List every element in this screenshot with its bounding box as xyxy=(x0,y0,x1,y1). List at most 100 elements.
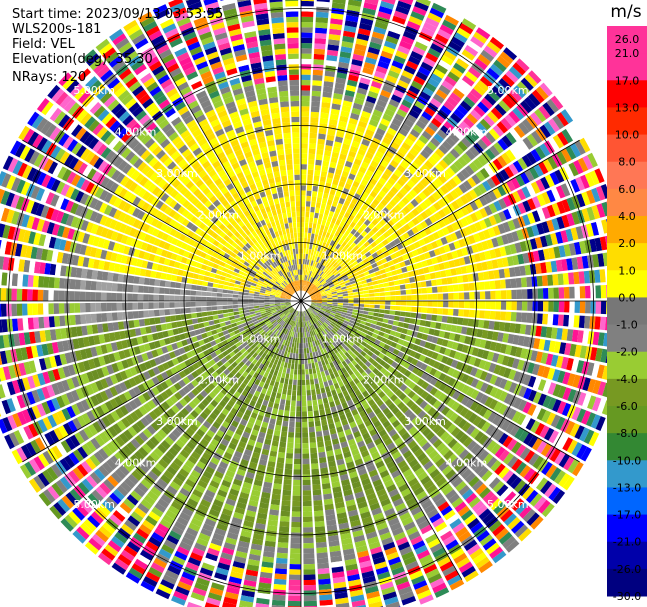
velocity-gate xyxy=(328,272,334,278)
velocity-gate xyxy=(498,198,507,210)
velocity-gate xyxy=(380,50,393,60)
velocity-gate xyxy=(399,248,407,256)
velocity-gate xyxy=(330,287,336,291)
velocity-gate xyxy=(303,600,317,607)
velocity-gate xyxy=(348,202,356,210)
velocity-gate xyxy=(390,291,396,296)
velocity-gate xyxy=(507,206,517,218)
velocity-gate xyxy=(580,446,592,462)
velocity-gate xyxy=(423,174,433,184)
velocity-gate xyxy=(317,446,325,453)
velocity-gate xyxy=(483,217,492,228)
velocity-gate xyxy=(583,270,590,284)
velocity-gate xyxy=(345,252,352,259)
velocity-gate xyxy=(338,197,345,205)
velocity-gate xyxy=(344,160,353,168)
velocity-gate xyxy=(491,352,500,363)
velocity-gate xyxy=(474,221,483,232)
velocity-gate xyxy=(313,272,317,279)
velocity-gate xyxy=(371,320,378,325)
velocity-gate xyxy=(388,25,403,35)
velocity-gate xyxy=(576,193,586,208)
velocity-gate xyxy=(364,199,372,207)
velocity-gate xyxy=(399,333,407,340)
velocity-gate xyxy=(277,542,289,549)
velocity-gate xyxy=(512,160,524,173)
velocity-gate xyxy=(322,282,328,287)
velocity-gate xyxy=(314,280,319,286)
velocity-gate xyxy=(301,11,314,17)
velocity-gate xyxy=(503,393,513,405)
velocity-gate xyxy=(273,430,281,437)
velocity-gate xyxy=(345,15,359,23)
velocity-gate xyxy=(359,215,367,223)
velocity-gate xyxy=(347,232,354,240)
velocity-gate xyxy=(456,171,466,182)
velocity-gate xyxy=(317,138,325,145)
velocity-gate xyxy=(348,322,354,327)
velocity-gate xyxy=(465,264,473,274)
velocity-gate xyxy=(527,93,541,107)
velocity-gate xyxy=(327,172,334,179)
velocity-gate xyxy=(301,90,310,96)
velocity-gate xyxy=(312,223,317,229)
velocity-gate xyxy=(416,332,424,339)
velocity-gate xyxy=(310,384,315,390)
velocity-gate xyxy=(391,118,402,127)
velocity-gate xyxy=(303,253,306,260)
velocity-gate xyxy=(357,234,364,241)
velocity-gate xyxy=(516,188,527,201)
velocity-gate xyxy=(309,283,314,289)
velocity-gate xyxy=(353,303,359,307)
velocity-gate xyxy=(405,306,412,312)
velocity-gate xyxy=(552,314,559,326)
velocity-gate xyxy=(437,286,443,293)
velocity-gate xyxy=(437,301,444,308)
velocity-gate xyxy=(477,138,488,151)
velocity-gate xyxy=(453,62,466,74)
velocity-gate xyxy=(371,226,379,234)
velocity-gate xyxy=(551,187,561,201)
velocity-gate xyxy=(312,74,323,81)
velocity-gate xyxy=(347,79,358,87)
velocity-gate xyxy=(524,324,532,336)
velocity-gate xyxy=(343,30,356,38)
velocity-gate xyxy=(292,353,296,359)
velocity-gate xyxy=(364,251,372,258)
velocity-gate xyxy=(485,301,491,310)
velocity-gate xyxy=(527,212,536,224)
velocity-gate xyxy=(516,301,523,311)
velocity-gate xyxy=(475,380,484,391)
velocity-gate xyxy=(367,215,375,223)
velocity-wedges xyxy=(0,0,628,607)
velocity-gate xyxy=(587,378,596,393)
velocity-gate xyxy=(403,223,411,232)
velocity-gate xyxy=(372,173,381,182)
velocity-gate xyxy=(433,222,442,231)
velocity-gate xyxy=(327,271,332,277)
velocity-gate xyxy=(408,324,415,330)
velocity-gate xyxy=(305,269,308,276)
velocity-gate xyxy=(411,217,420,226)
velocity-gate xyxy=(285,399,291,406)
velocity-gate xyxy=(393,237,401,245)
velocity-gate xyxy=(374,292,380,297)
velocity-gate xyxy=(406,114,417,124)
velocity-gate xyxy=(316,303,322,306)
velocity-gate xyxy=(535,263,542,274)
velocity-gate xyxy=(404,317,411,323)
velocity-gate xyxy=(305,379,310,386)
velocity-gate xyxy=(315,17,329,24)
velocity-gate xyxy=(532,405,542,419)
velocity-gate xyxy=(301,0,314,2)
velocity-gate xyxy=(431,314,438,322)
velocity-gate xyxy=(308,363,312,369)
velocity-gate xyxy=(437,293,444,300)
velocity-gate xyxy=(376,249,383,256)
velocity-gate xyxy=(433,202,442,211)
velocity-gate xyxy=(373,284,379,289)
velocity-gate xyxy=(543,248,551,260)
velocity-gate xyxy=(311,101,320,108)
velocity-gate xyxy=(420,61,434,72)
velocity-gate xyxy=(514,266,521,277)
